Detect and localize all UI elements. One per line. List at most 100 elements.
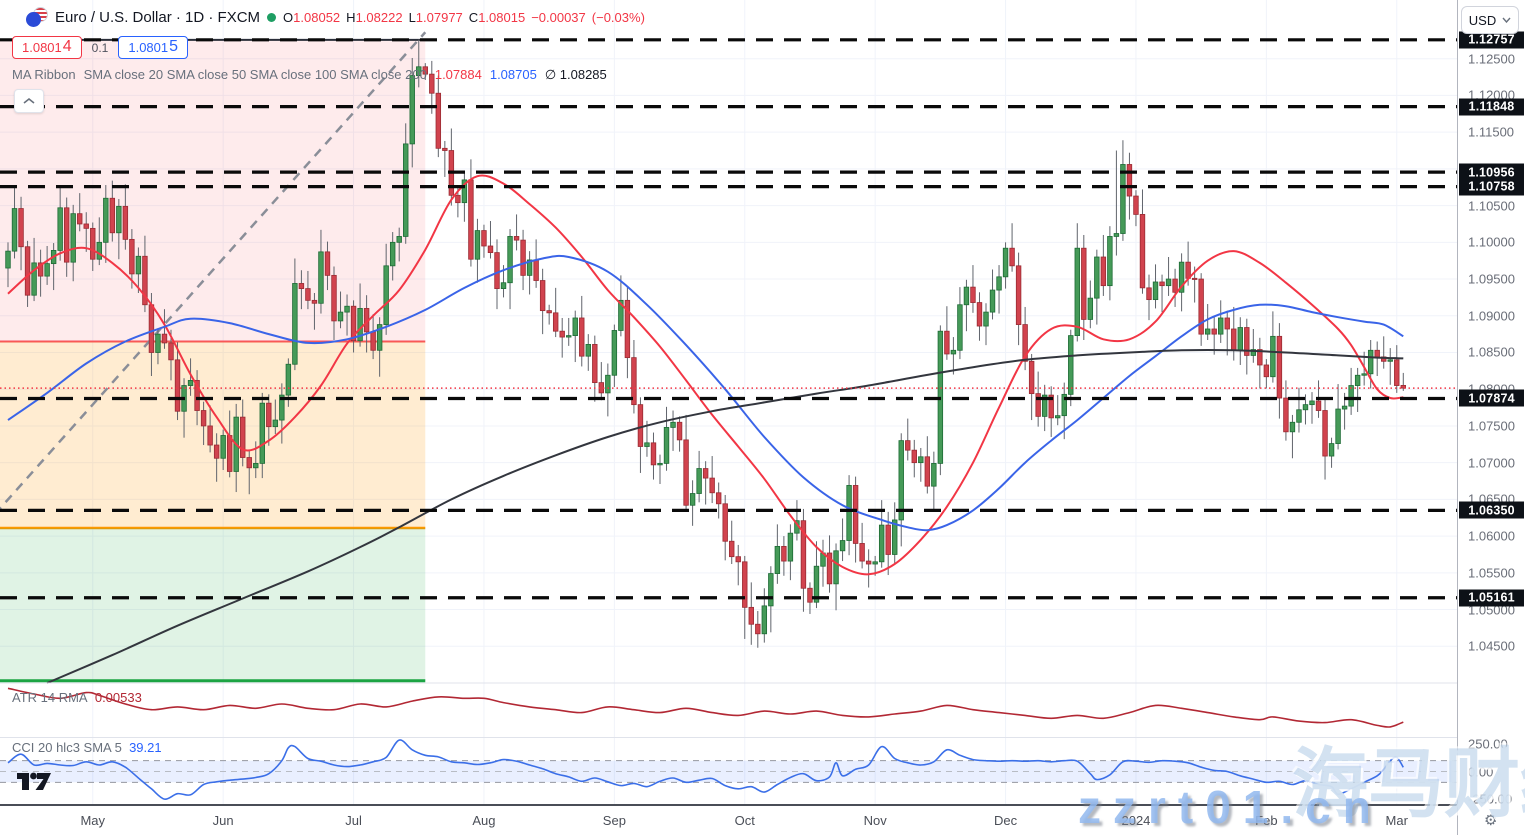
candle[interactable]: [168, 342, 174, 361]
settings-gear-icon[interactable]: ⚙: [1484, 812, 1498, 829]
candle[interactable]: [611, 330, 618, 376]
candle[interactable]: [1244, 327, 1250, 356]
candle[interactable]: [500, 282, 507, 289]
candle[interactable]: [376, 324, 383, 351]
candle[interactable]: [90, 227, 96, 260]
candle[interactable]: [44, 263, 50, 277]
time-axis-label[interactable]: Jul: [345, 813, 362, 828]
position-zones[interactable]: [0, 38, 426, 683]
candle[interactable]: [442, 147, 448, 151]
candle[interactable]: [878, 524, 885, 563]
candle[interactable]: [696, 468, 702, 494]
candle[interactable]: [618, 299, 624, 331]
candle[interactable]: [579, 317, 585, 357]
time-axis-label[interactable]: Aug: [472, 813, 496, 828]
candle[interactable]: [1094, 256, 1100, 299]
candle[interactable]: [957, 304, 963, 351]
candle[interactable]: [865, 560, 872, 565]
candle[interactable]: [422, 66, 428, 75]
time-axis[interactable]: May Jun Jul Aug Sep Oct Nov Dec 2024 Feb Mar: [0, 806, 1525, 835]
candle[interactable]: [1178, 261, 1185, 293]
candle[interactable]: [1100, 256, 1107, 287]
candle[interactable]: [931, 462, 937, 487]
candle[interactable]: [539, 280, 546, 312]
candle[interactable]: [350, 305, 357, 342]
candle[interactable]: [187, 380, 194, 386]
candle[interactable]: [474, 230, 481, 260]
candle[interactable]: [461, 179, 468, 204]
time-axis-label[interactable]: Nov: [863, 813, 887, 828]
candle[interactable]: [298, 283, 305, 289]
candle[interactable]: [324, 251, 331, 276]
candle[interactable]: [774, 545, 781, 574]
candle[interactable]: [1087, 297, 1094, 320]
candle[interactable]: [1041, 394, 1048, 417]
candle[interactable]: [200, 410, 207, 427]
candle[interactable]: [898, 440, 904, 521]
candle[interactable]: [663, 427, 670, 464]
candle[interactable]: [520, 239, 526, 276]
time-axis-label[interactable]: Sep: [602, 813, 626, 828]
candle[interactable]: [1204, 328, 1211, 335]
candle[interactable]: [729, 540, 735, 558]
price-levels[interactable]: [0, 38, 1457, 600]
candle[interactable]: [748, 606, 754, 625]
candle[interactable]: [272, 419, 279, 428]
candle[interactable]: [259, 402, 265, 464]
candle[interactable]: [683, 439, 689, 506]
candle[interactable]: [11, 208, 18, 252]
candle[interactable]: [507, 236, 513, 284]
candle[interactable]: [63, 207, 70, 263]
candle[interactable]: [709, 477, 715, 494]
candle[interactable]: [1231, 328, 1237, 351]
candle[interactable]: [905, 440, 911, 451]
candle[interactable]: [481, 230, 487, 247]
candle[interactable]: [1400, 384, 1406, 389]
candle[interactable]: [409, 75, 415, 145]
candle[interactable]: [1211, 328, 1217, 335]
candle[interactable]: [240, 416, 246, 458]
candle[interactable]: [826, 552, 833, 585]
candle[interactable]: [253, 462, 259, 469]
candle[interactable]: [1191, 277, 1198, 280]
candle[interactable]: [1139, 214, 1146, 289]
ma-line-sma-50[interactable]: [7, 254, 1404, 532]
candle[interactable]: [331, 274, 337, 322]
candle[interactable]: [846, 485, 852, 541]
candle[interactable]: [650, 442, 657, 466]
candle[interactable]: [57, 207, 63, 251]
candle[interactable]: [129, 238, 135, 275]
atr-line[interactable]: [7, 687, 1404, 728]
cci-line[interactable]: [7, 739, 1404, 800]
candle[interactable]: [807, 587, 813, 603]
candle[interactable]: [722, 503, 728, 542]
candle[interactable]: [174, 359, 181, 412]
ma-line-sma-20[interactable]: [7, 174, 1404, 576]
candle[interactable]: [852, 485, 859, 544]
candle[interactable]: [468, 179, 474, 260]
candle[interactable]: [833, 550, 839, 585]
symbol-title[interactable]: Euro / U.S. Dollar · 1D · FXCM: [55, 8, 261, 26]
candle[interactable]: [559, 330, 565, 338]
time-axis-label[interactable]: Feb: [1255, 813, 1278, 828]
candle[interactable]: [1322, 410, 1328, 457]
candle[interactable]: [416, 66, 422, 76]
candle[interactable]: [944, 330, 950, 355]
candle[interactable]: [1354, 374, 1361, 386]
candle[interactable]: [676, 421, 683, 441]
candle[interactable]: [1394, 359, 1400, 386]
candle[interactable]: [1022, 324, 1028, 362]
candle[interactable]: [1302, 404, 1309, 411]
sell-button[interactable]: 1.0801 4: [12, 36, 82, 59]
candle[interactable]: [1048, 394, 1054, 419]
candle[interactable]: [1152, 281, 1159, 301]
price-scale[interactable]: 1.12500 1.12000 1.11500 1.10500 1.10000 1.095…: [1457, 0, 1525, 835]
candle[interactable]: [566, 335, 572, 338]
candle[interactable]: [918, 456, 924, 464]
candle[interactable]: [305, 288, 311, 301]
candle[interactable]: [31, 262, 37, 296]
candle[interactable]: [1120, 164, 1126, 234]
candle[interactable]: [1009, 247, 1015, 267]
candle[interactable]: [383, 265, 389, 325]
candle[interactable]: [292, 283, 298, 365]
